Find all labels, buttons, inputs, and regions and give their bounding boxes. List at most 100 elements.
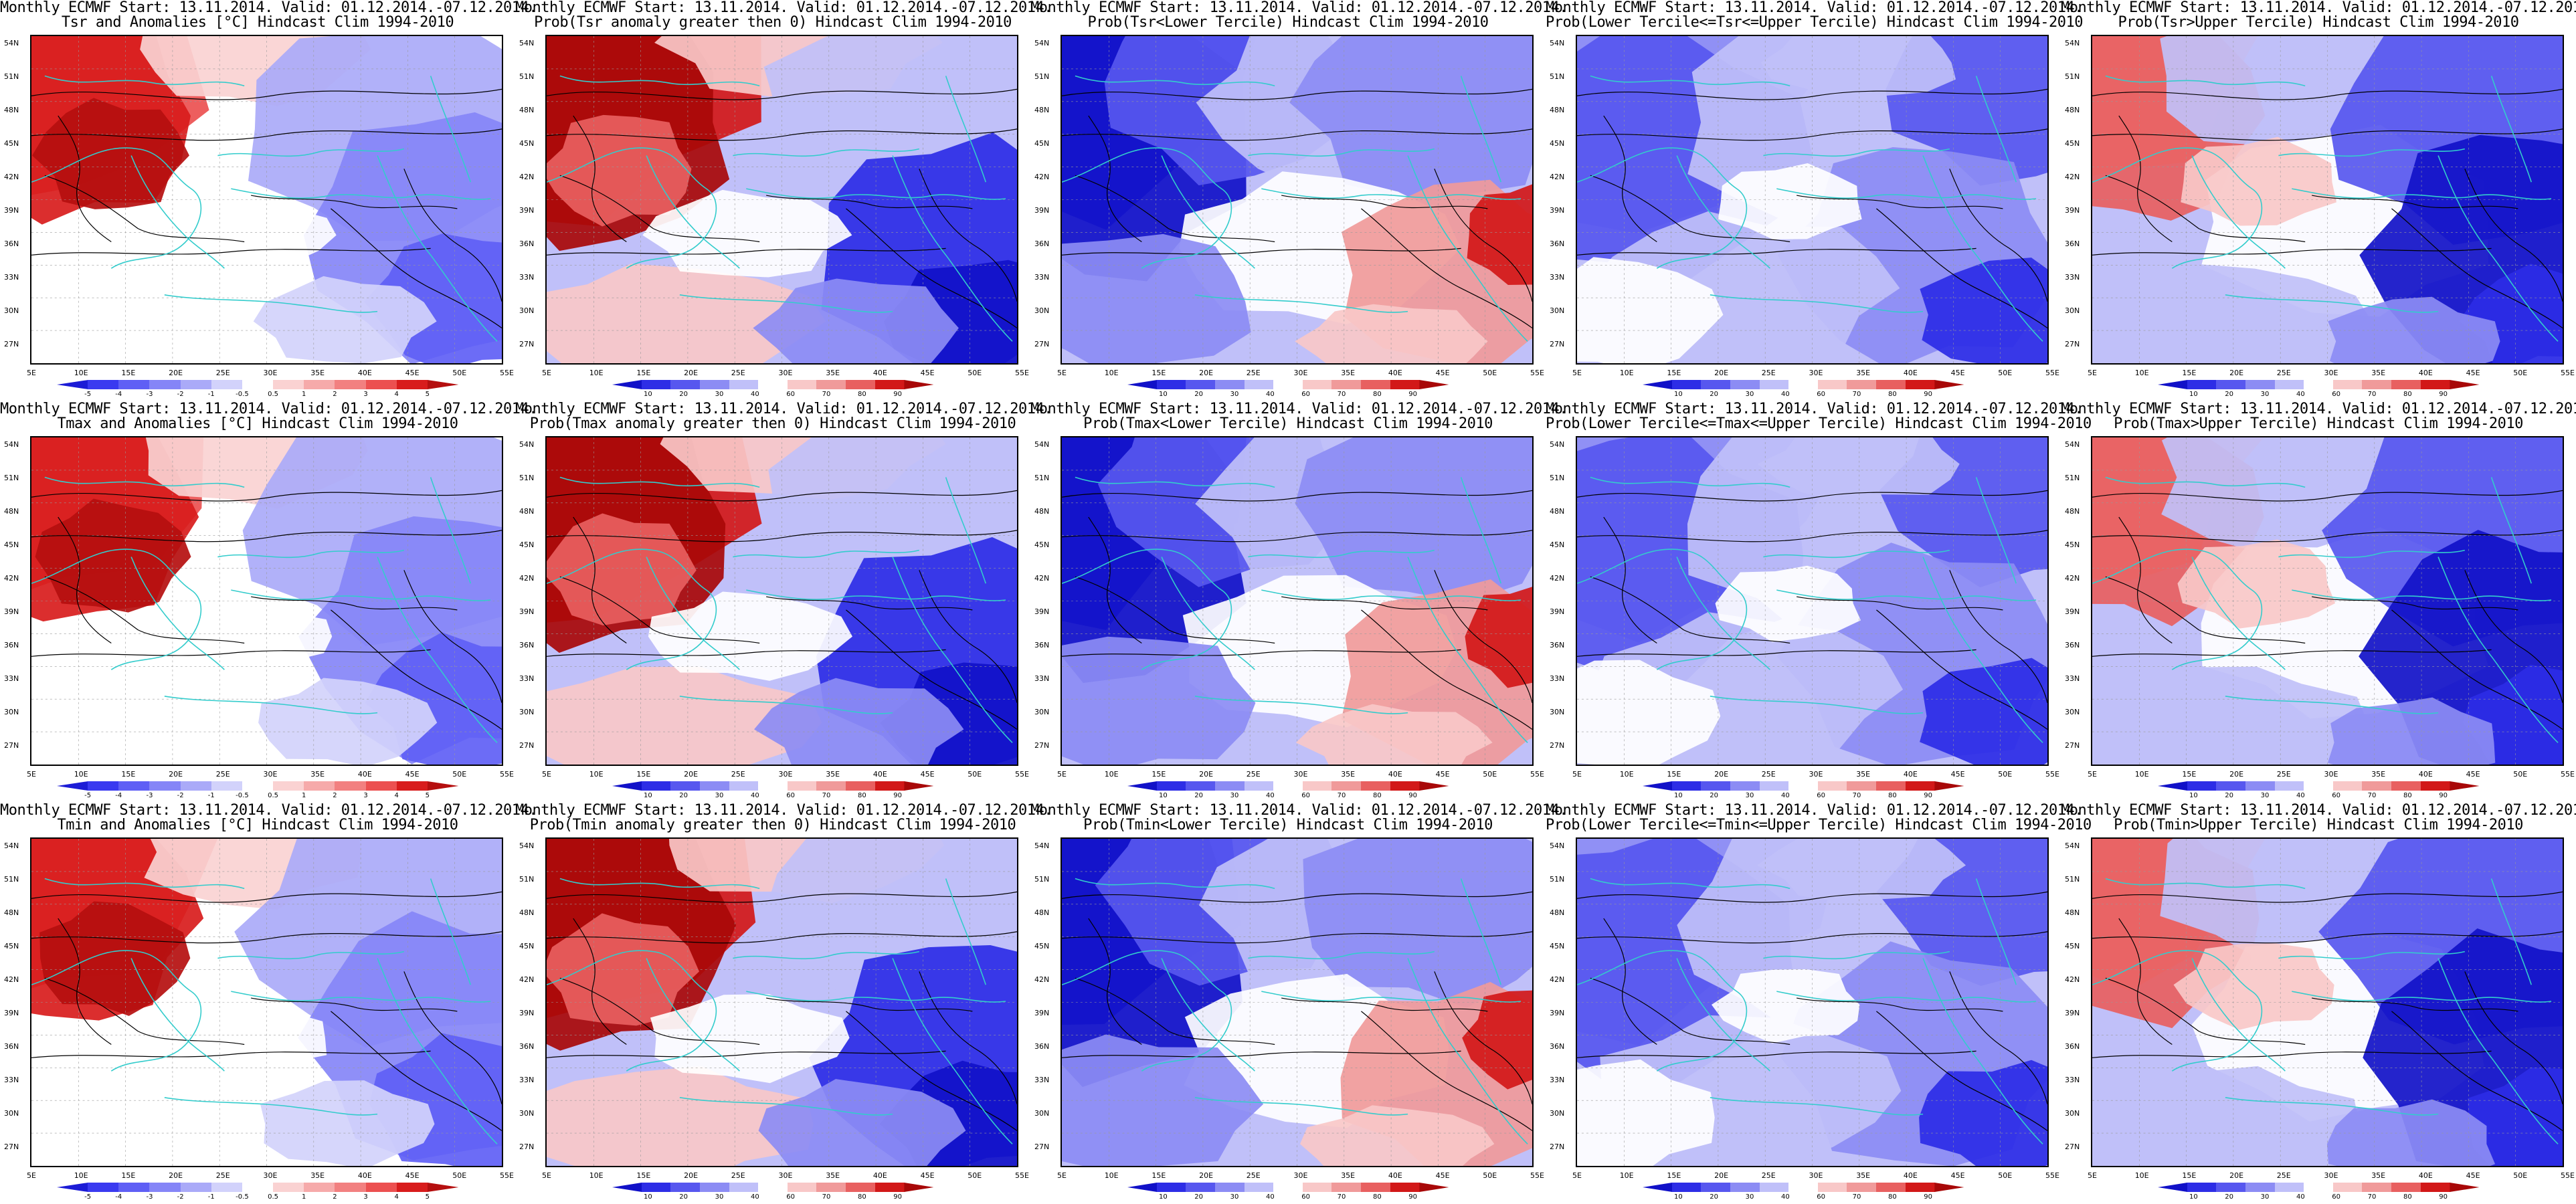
shaded-region xyxy=(1062,233,1251,363)
coastline xyxy=(1261,589,1522,601)
colorbar-swatch xyxy=(2158,380,2188,389)
longitude-label: 25E xyxy=(731,770,745,779)
longitude-label: 15E xyxy=(2182,1171,2197,1180)
longitude-label: 30E xyxy=(263,369,278,377)
isotherm-contour xyxy=(573,918,627,1045)
colorbar-swatch xyxy=(304,1183,335,1192)
isotherm-contour xyxy=(1062,1050,1461,1058)
shaded-region xyxy=(1577,1059,1715,1166)
colorbar-swatch xyxy=(1788,380,1819,389)
longitude-label: 45E xyxy=(2466,369,2480,377)
panel-title-line2: Prob(Tmax>Upper Tercile) Hindcast Clim 1… xyxy=(2114,415,2523,432)
colorbar-label: 60 xyxy=(786,1193,796,1201)
isotherm-contour xyxy=(547,530,1017,542)
longitude-label: 45E xyxy=(1435,369,1450,377)
longitude-label: 50E xyxy=(452,1171,467,1180)
colorbar-label: 80 xyxy=(1888,1193,1897,1201)
latitude-label: 36N xyxy=(1034,239,1050,248)
coastline xyxy=(892,958,1013,1144)
isotherm-contour xyxy=(1281,195,1488,209)
isotherm-contour xyxy=(1088,516,1142,643)
isotherm-contour xyxy=(1361,1011,1532,1131)
longitude-label: 5E xyxy=(27,1171,36,1180)
map-area xyxy=(30,35,503,365)
latitude-label: 42N xyxy=(1550,173,1565,181)
coastline xyxy=(733,148,920,157)
colorbar-label: -0.5 xyxy=(236,1193,249,1201)
map-area xyxy=(30,436,503,766)
colorbar-label: 60 xyxy=(786,391,796,398)
shaded-field xyxy=(547,839,1017,1166)
longitude-label: 20E xyxy=(2229,770,2244,779)
map-area xyxy=(2091,837,2564,1167)
latitude-label: 51N xyxy=(1550,474,1565,482)
colorbar-swatch xyxy=(1759,380,1789,389)
coastline xyxy=(1590,476,1790,488)
longitude-label: 15E xyxy=(636,369,651,377)
shaded-region xyxy=(547,1066,814,1166)
longitude-label: 55E xyxy=(1530,369,1544,377)
colorbar-swatch xyxy=(1730,1183,1760,1192)
latitude-label: 48N xyxy=(1550,106,1565,114)
shaded-region xyxy=(547,513,697,626)
colorbar-swatch xyxy=(729,781,759,791)
colorbar-swatch xyxy=(2245,781,2276,791)
coastline xyxy=(733,549,920,559)
longitude-label: 45E xyxy=(1435,1171,1450,1180)
colorbar-swatch xyxy=(2391,380,2421,389)
isotherm-contour xyxy=(846,1011,1017,1131)
longitude-label: 5E xyxy=(542,369,551,377)
colorbar-label: 70 xyxy=(2367,1193,2377,1201)
map-area xyxy=(2091,436,2564,766)
panel-title-line2: Prob(Tmin anomaly greater then 0) Hindca… xyxy=(529,817,1016,833)
latitude-label: 48N xyxy=(4,507,19,516)
isotherm-contour xyxy=(1062,649,1461,657)
colorbar-swatch xyxy=(2420,781,2450,791)
longitude-label: 45E xyxy=(2466,770,2480,779)
isotherm-contour xyxy=(251,596,458,611)
longitude-label: 35E xyxy=(826,369,840,377)
colorbar-label: 20 xyxy=(2225,792,2234,799)
latitude-label: 39N xyxy=(4,1009,19,1017)
colorbar-swatch xyxy=(1643,1183,1673,1192)
colorbar-swatch xyxy=(1302,781,1332,791)
colorbar-label: 80 xyxy=(1888,391,1897,398)
colorbar-label: 70 xyxy=(2367,792,2377,799)
longitude-label: 20E xyxy=(2229,369,2244,377)
longitude-label: 40E xyxy=(872,369,887,377)
coastline xyxy=(231,188,491,200)
colorbar-swatch xyxy=(1361,1183,1391,1192)
colorbar-label: 40 xyxy=(1265,1193,1275,1201)
longitude-label: 10E xyxy=(2134,369,2149,377)
colorbar-swatch xyxy=(612,1183,642,1192)
colorbar-label: -4 xyxy=(115,792,122,799)
longitude-label: 15E xyxy=(121,1171,136,1180)
coastline xyxy=(2225,696,2439,714)
colorbar-swatch xyxy=(1730,781,1760,791)
colorbar-label: 2 xyxy=(333,792,337,799)
panel-title-line1: Monthly ECMWF Start: 13.11.2014. Valid: … xyxy=(2061,802,2576,819)
colorbar-label: -3 xyxy=(146,1193,153,1201)
isotherm-contour xyxy=(1075,175,1275,243)
latitude-label: 33N xyxy=(1550,674,1565,683)
longitude-label: 10E xyxy=(74,369,88,377)
isotherm-contour xyxy=(2312,997,2518,1012)
isotherm-contour xyxy=(1062,931,1532,944)
coastline xyxy=(430,878,472,985)
shaded-field xyxy=(1577,36,2047,363)
colorbar-swatch xyxy=(1186,781,1216,791)
map-panel-tmin-pgt0: Monthly ECMWF Start: 13.11.2014. Valid: … xyxy=(515,803,1052,1204)
longitude-label: 20E xyxy=(169,1171,183,1180)
colorbar-label: 20 xyxy=(679,1193,688,1201)
latitude-label: 54N xyxy=(2065,841,2080,850)
longitude-label: 50E xyxy=(1483,770,1497,779)
longitude-label: 5E xyxy=(542,1171,551,1180)
isotherm-contour xyxy=(2092,931,2563,944)
shaded-region xyxy=(258,678,438,765)
longitude-label: 25E xyxy=(1761,1171,1776,1180)
colorbar-swatch xyxy=(1701,380,1731,389)
latitude-label: 54N xyxy=(1550,39,1565,47)
longitude-label: 50E xyxy=(968,369,982,377)
latitude-label: 48N xyxy=(1034,106,1050,114)
colorbar-swatch xyxy=(1331,1183,1362,1192)
